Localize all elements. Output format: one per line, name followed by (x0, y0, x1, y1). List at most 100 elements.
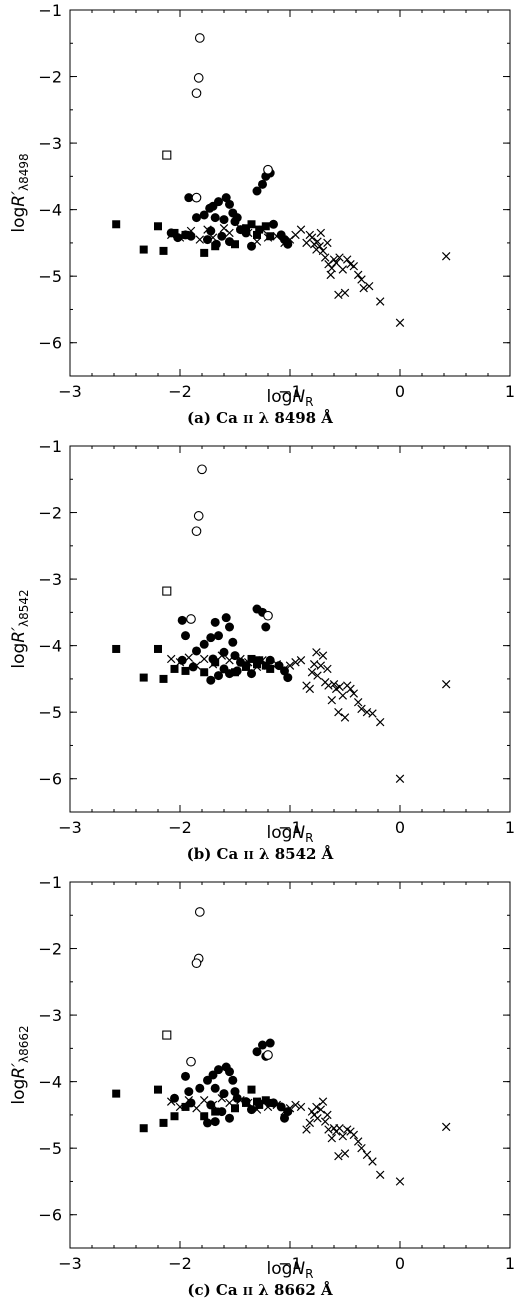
point-cross (296, 656, 306, 665)
point-filled-circle (280, 1113, 289, 1123)
point-filled-circle (265, 1038, 275, 1048)
point-cross (335, 682, 344, 692)
point-cross (326, 270, 335, 280)
y-tick-label: −6 (38, 1206, 62, 1225)
point-filled-circle (206, 633, 216, 643)
point-filled-circle (232, 1093, 242, 1103)
plot-frame (69, 881, 511, 1249)
plot-frame (69, 445, 511, 813)
y-tick-label: −5 (38, 1139, 62, 1158)
x-axis-label: logNR (267, 1259, 314, 1281)
point-filled-circle (184, 1087, 194, 1097)
point-cross (225, 228, 234, 238)
point-filled-square (181, 230, 190, 239)
y-tick-label: −6 (38, 334, 62, 353)
point-open-circle (191, 526, 202, 537)
point-cross (272, 232, 282, 241)
point-filled-circle (225, 1113, 234, 1123)
point-cross (186, 226, 196, 236)
point-open-circle (194, 33, 205, 43)
point-cross (346, 684, 355, 694)
point-filled-circle (280, 235, 289, 245)
point-open-circle (186, 614, 196, 624)
point-cross (175, 233, 185, 242)
point-cross (263, 1102, 273, 1112)
point-filled-circle (276, 1102, 286, 1112)
point-filled-circle (247, 669, 256, 679)
scatter-plot-b: −3 −2 −1 0 1 −1 −2 −3 −4 −5 −6 logNR logR′λ8542 (9, 437, 515, 845)
point-cross (305, 1118, 315, 1128)
point-cross (349, 1130, 359, 1140)
x-tick-label: 1 (505, 1254, 515, 1273)
point-filled-square (247, 220, 256, 229)
point-cross (375, 1170, 385, 1180)
point-cross (316, 228, 326, 238)
point-cross (327, 263, 337, 273)
point-cross (349, 261, 359, 271)
y-tick-label: −3 (38, 1006, 62, 1025)
point-cross (258, 225, 267, 234)
point-cross (353, 1137, 363, 1146)
point-cross (208, 1100, 218, 1110)
y-tick-label: −6 (38, 770, 62, 789)
caption-c: (c) Ca II λ 8662 Å (0, 1281, 520, 1299)
point-cross (280, 664, 289, 674)
point-cross (362, 1150, 372, 1160)
y-tick-label: −2 (38, 504, 62, 523)
point-open-circle (193, 73, 204, 83)
point-cross (340, 288, 350, 298)
point-cross (334, 1151, 343, 1161)
point-filled-circle (219, 647, 229, 657)
chart-panel-b: −3 −2 −1 0 1 −1 −2 −3 −4 −5 −6 logNR logR′λ8542 (b) … (0, 436, 520, 872)
point-filled-square (139, 673, 148, 682)
point-cross (166, 230, 176, 240)
point-cross (166, 1097, 176, 1106)
point-cross (375, 297, 385, 306)
y-tick-label: −3 (38, 570, 62, 589)
x-axis-label: logNR (267, 823, 314, 845)
point-cross (313, 1114, 322, 1123)
point-open-circle (194, 907, 205, 917)
caption-c-suffix: λ 8662 Å (253, 1281, 333, 1299)
x-tick-label: 0 (395, 382, 405, 401)
caption-a-prefix: (a) Ca (187, 409, 244, 427)
point-filled-square (242, 1098, 250, 1107)
point-filled-circle (214, 1065, 223, 1075)
point-cross (340, 713, 350, 722)
point-filled-circle (283, 673, 293, 683)
point-cross (375, 717, 385, 727)
point-cross (327, 695, 337, 705)
point-filled-circle (203, 235, 212, 245)
point-cross (353, 270, 363, 280)
point-filled-square (231, 1104, 239, 1113)
point-filled-circle (221, 613, 231, 623)
point-filled-square (181, 666, 190, 675)
point-cross (192, 1104, 201, 1113)
point-cross (208, 660, 218, 669)
point-cross (312, 648, 321, 657)
point-cross (329, 680, 339, 689)
chart-panel-c: −3 −2 −1 0 1 −1 −2 −3 −4 −5 −6 logNR logR′λ8662 (c) … (0, 872, 520, 1308)
point-filled-circle (188, 662, 198, 672)
point-filled-circle (210, 1083, 220, 1093)
point-cross (195, 235, 205, 244)
point-cross (272, 660, 282, 669)
point-filled-square (159, 1118, 168, 1127)
point-cross (184, 1096, 194, 1105)
point-cross (217, 651, 227, 660)
point-cross (323, 664, 332, 674)
plot-frame (69, 9, 511, 377)
point-cross (217, 1094, 227, 1103)
point-cross (318, 246, 328, 256)
point-cross (285, 661, 295, 670)
point-cross (312, 1102, 321, 1112)
point-filled-square (266, 1098, 275, 1107)
point-cross (315, 242, 324, 251)
point-cross (313, 237, 322, 246)
x-tick-label: −3 (58, 1254, 82, 1273)
point-cross (320, 1117, 330, 1126)
point-open-circle (191, 192, 202, 203)
point-cross (291, 1100, 300, 1110)
point-cross (302, 1125, 311, 1134)
point-cross (359, 283, 368, 293)
